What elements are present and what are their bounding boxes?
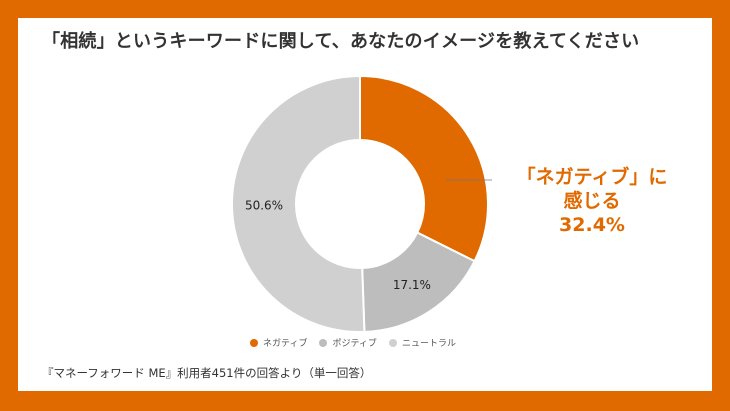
chart-card: 「相続」というキーワードに関して、あなたのイメージを教えてください 17.1% 5… (18, 18, 712, 391)
callout-line-1: 「ネガティブ」に (516, 166, 668, 188)
legend-label-positive: ポジティブ (332, 339, 377, 349)
legend-item-neutral: ニュートラル (388, 336, 456, 349)
negative-callout: 「ネガティブ」に 感じる 32.4% (512, 166, 672, 237)
donut-slice-neutral (231, 74, 366, 333)
data-label-positive: 17.1% (393, 278, 431, 292)
chart-legend: ネガティブ ポジティブ ニュートラル (250, 336, 456, 349)
chart-title: 「相続」というキーワードに関して、あなたのイメージを教えてください (42, 31, 640, 52)
legend-item-negative: ネガティブ (250, 336, 307, 349)
donut-slice-negative (359, 74, 489, 263)
callout-line-2: 感じる (563, 189, 621, 212)
source-note: 『マネーフォワード ME』利用者451件の回答より（単一回答） (42, 366, 372, 380)
legend-item-positive: ポジティブ (319, 336, 377, 349)
legend-swatch-neutral (388, 338, 397, 347)
legend-swatch-positive (319, 338, 328, 347)
callout-percentage: 32.4% (559, 213, 625, 236)
legend-swatch-negative (250, 338, 258, 347)
donut-chart: 17.1% 50.6% (231, 74, 492, 333)
legend-label-neutral: ニュートラル (401, 339, 456, 349)
legend-label-negative: ネガティブ (263, 339, 308, 349)
data-label-neutral: 50.6% (245, 199, 283, 213)
